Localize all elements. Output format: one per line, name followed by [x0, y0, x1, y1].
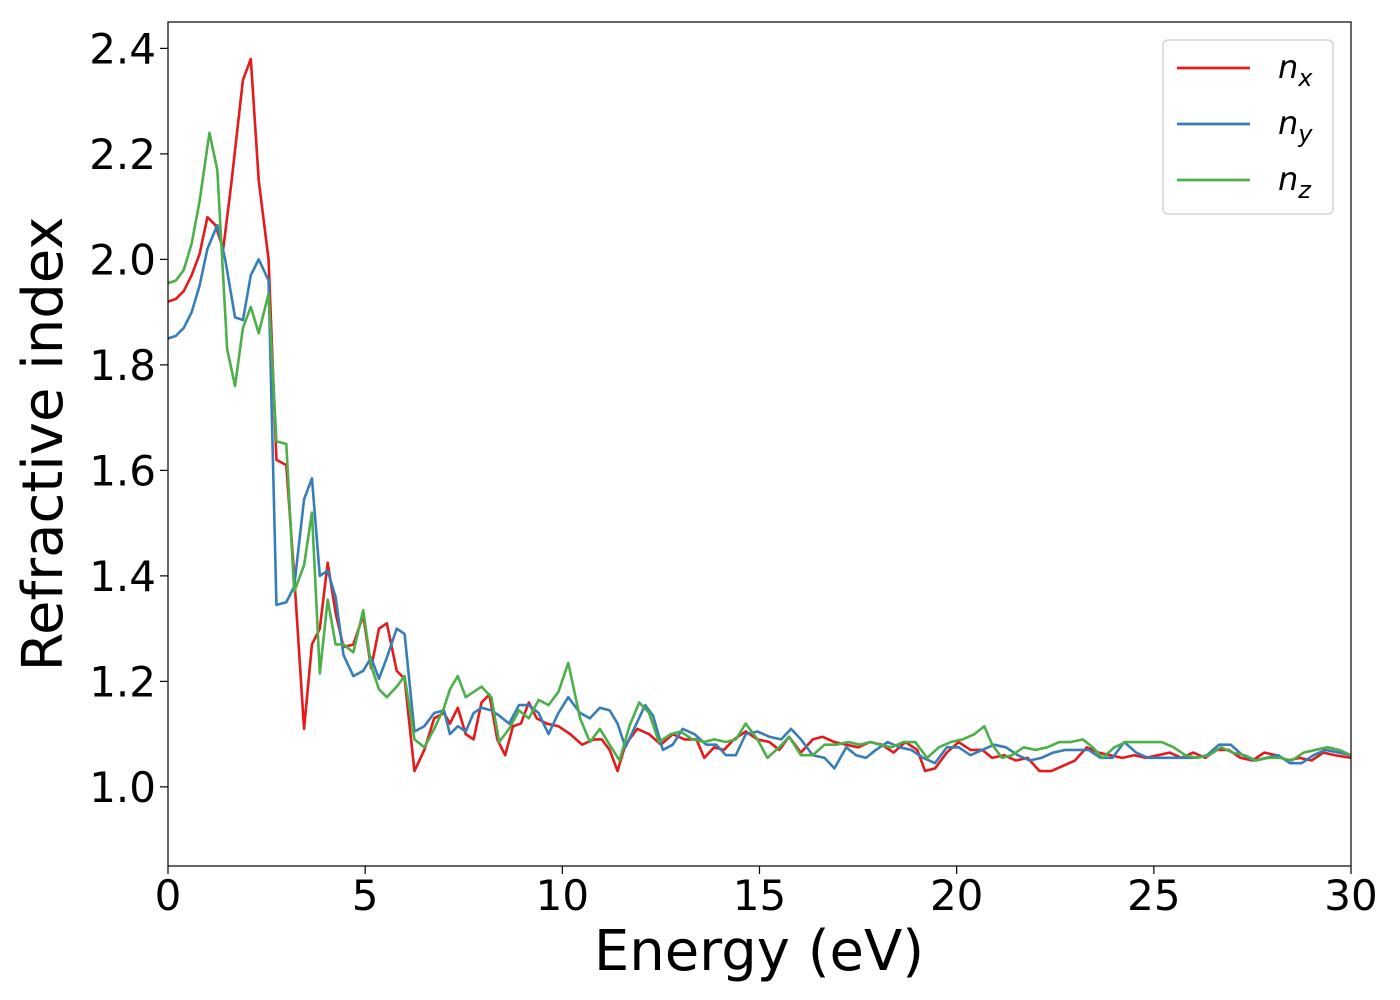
x-tick-label: 25	[1127, 871, 1180, 920]
y-axis-label: Refractive index	[11, 217, 76, 672]
x-tick-label: 15	[733, 871, 786, 920]
legend-box	[1162, 39, 1334, 215]
legend-label-y: ny	[1278, 104, 1313, 148]
y-tick-label: 1.6	[89, 446, 156, 495]
y-axis-ticks: 1.0 1.2 1.4 1.6 1.8 2.0 2.2 2.4	[89, 24, 168, 812]
x-tick-label: 20	[930, 871, 983, 920]
series-line-y	[167, 223, 1352, 770]
y-tick-label: 1.2	[89, 657, 156, 706]
x-tick-label: 0	[155, 871, 182, 920]
series-line-z	[167, 131, 1352, 762]
y-tick-label: 2.2	[89, 130, 156, 179]
y-tick-label: 1.0	[89, 763, 156, 812]
x-axis-ticks: 0 5 10 15 20 25 30	[155, 866, 1378, 920]
legend: nx ny nz	[1162, 39, 1334, 215]
y-tick-label: 1.4	[89, 552, 156, 601]
series-layer	[167, 57, 1352, 773]
legend-entries: nx ny nz	[1177, 48, 1313, 204]
legend-label-x: nx	[1278, 48, 1313, 92]
y-tick-label: 1.8	[89, 341, 156, 390]
y-tick-label: 2.0	[89, 235, 156, 284]
y-tick-label: 2.4	[89, 24, 156, 73]
legend-label-z: nz	[1278, 160, 1312, 204]
x-tick-label: 30	[1324, 871, 1377, 920]
x-tick-label: 5	[352, 871, 379, 920]
x-axis-label: Energy (eV)	[594, 919, 924, 984]
x-tick-label: 10	[536, 871, 589, 920]
